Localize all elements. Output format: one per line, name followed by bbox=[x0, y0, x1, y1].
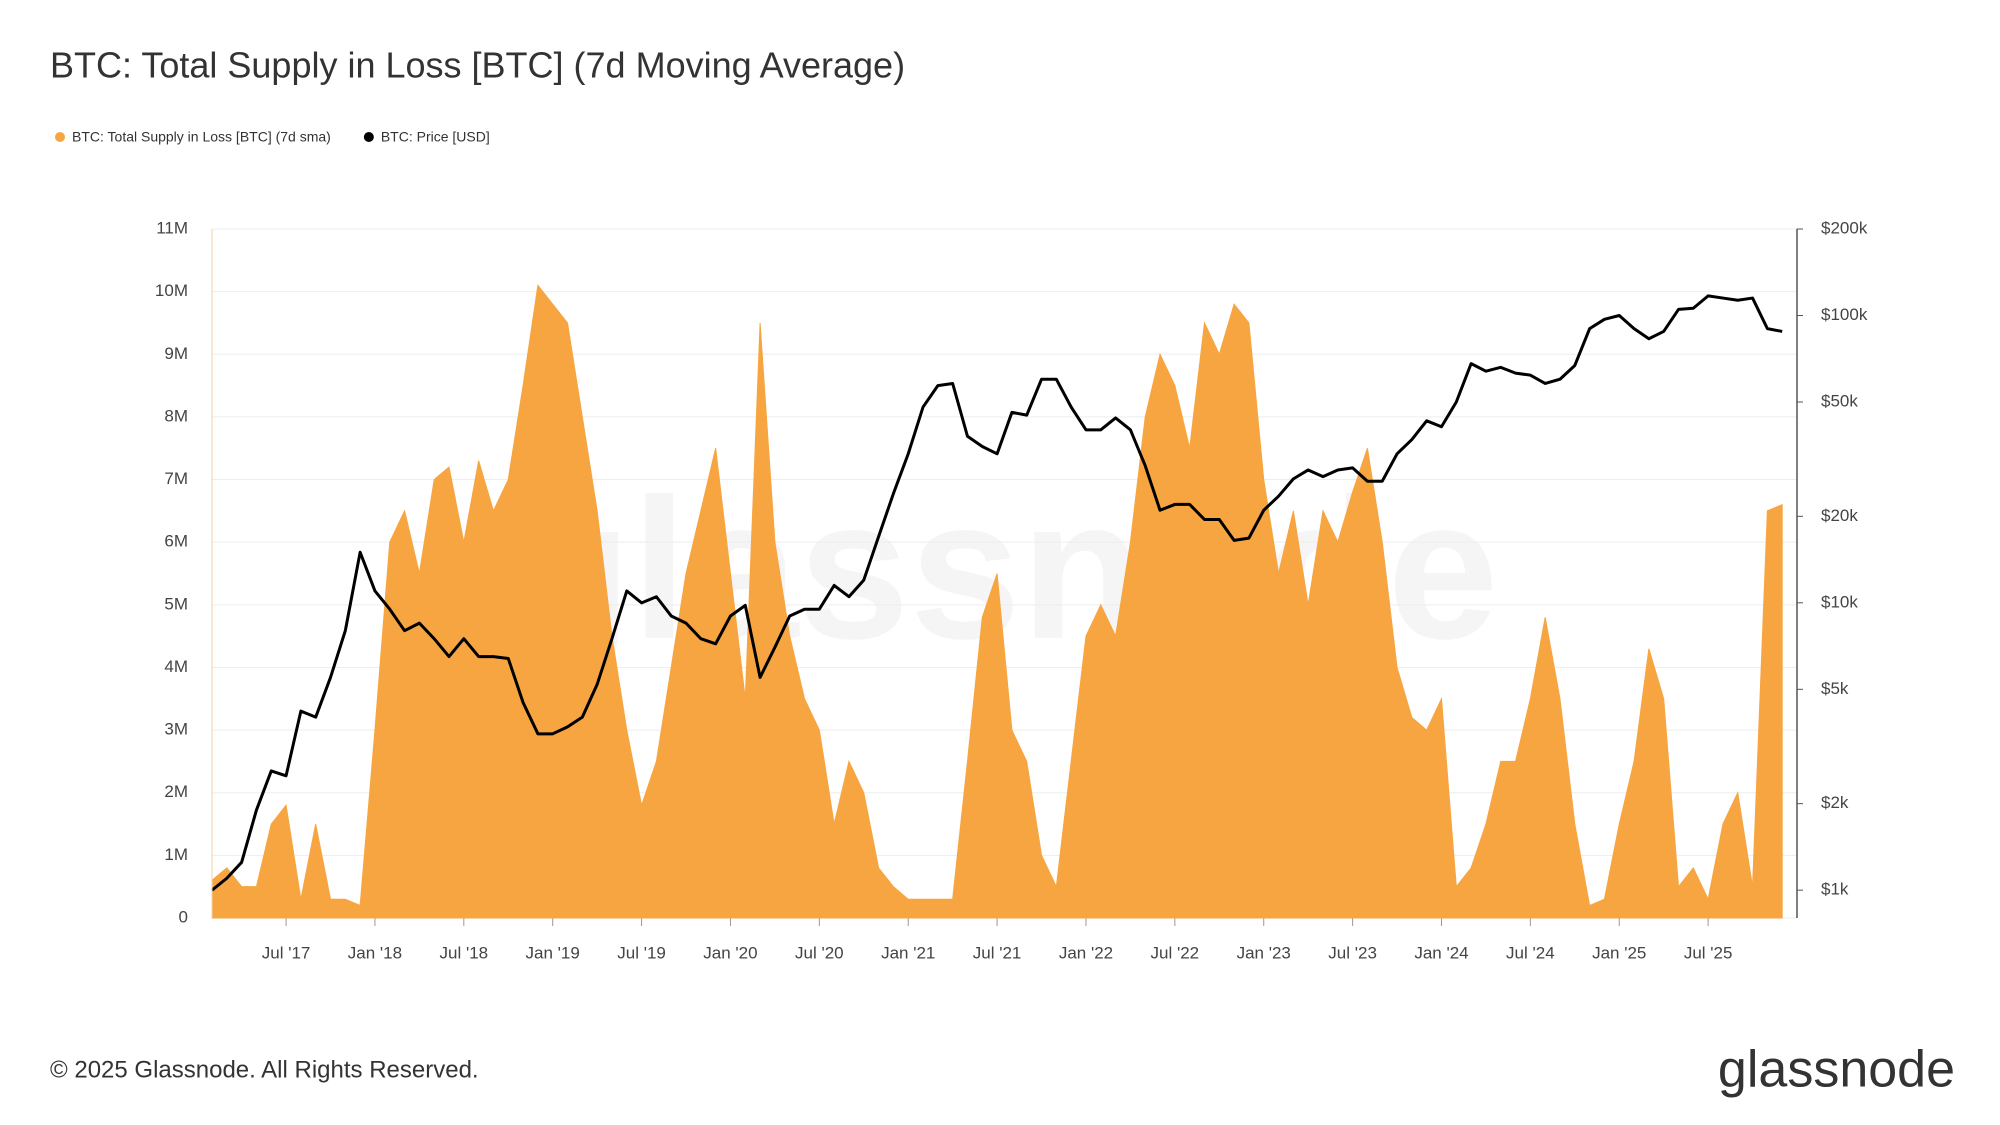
y2-tick-label: $20k bbox=[1821, 506, 1858, 525]
y-tick-label: 6M bbox=[164, 532, 188, 551]
x-tick-label: Jul '20 bbox=[795, 943, 844, 962]
y2-tick-label: $5k bbox=[1821, 679, 1849, 698]
y-tick-label: 9M bbox=[164, 344, 188, 363]
x-tick-label: Jan '21 bbox=[881, 943, 935, 962]
x-tick-label: Jan '24 bbox=[1414, 943, 1468, 962]
y2-tick-label: $200k bbox=[1821, 218, 1868, 237]
y2-tick-label: $100k bbox=[1821, 305, 1868, 324]
y-tick-label: 1M bbox=[164, 845, 188, 864]
chart-title: BTC: Total Supply in Loss [BTC] (7d Movi… bbox=[50, 45, 905, 86]
legend-marker bbox=[55, 132, 65, 142]
y-tick-label: 0 bbox=[179, 907, 188, 926]
x-tick-label: Jul '24 bbox=[1506, 943, 1555, 962]
area bbox=[211, 284, 1783, 919]
y-tick-label: 5M bbox=[164, 594, 188, 613]
y-tick-label: 10M bbox=[155, 281, 188, 300]
copyright: © 2025 Glassnode. All Rights Reserved. bbox=[50, 1056, 479, 1083]
x-tick-label: Jan '23 bbox=[1237, 943, 1291, 962]
y2-tick-label: $10k bbox=[1821, 592, 1858, 611]
logo: glassnode bbox=[1718, 1041, 1955, 1099]
legend-label: BTC: Price [USD] bbox=[381, 129, 490, 145]
x-tick-label: Jul '25 bbox=[1684, 943, 1733, 962]
x-tick-label: Jan '22 bbox=[1059, 943, 1113, 962]
y-tick-label: 8M bbox=[164, 406, 188, 425]
y-tick-label: 11M bbox=[156, 218, 188, 237]
x-tick-label: Jan '18 bbox=[348, 943, 402, 962]
x-tick-label: Jul '22 bbox=[1151, 943, 1200, 962]
y-tick-label: 4M bbox=[164, 657, 188, 676]
x-tick-label: Jul '21 bbox=[973, 943, 1022, 962]
y2-tick-label: $50k bbox=[1821, 391, 1858, 410]
y-tick-label: 2M bbox=[164, 782, 188, 801]
y-tick-label: 3M bbox=[164, 720, 188, 739]
legend-marker bbox=[363, 132, 374, 142]
x-tick-label: Jul '18 bbox=[440, 943, 489, 962]
y-tick-label: 7M bbox=[164, 469, 188, 488]
x-tick-label: Jul '17 bbox=[262, 943, 311, 962]
y2-tick-label: $1k bbox=[1821, 880, 1849, 899]
x-tick-label: Jan '19 bbox=[526, 943, 580, 962]
price-line bbox=[211, 294, 1783, 892]
legend-label: BTC: Total Supply in Loss [BTC] (7d sma) bbox=[72, 129, 331, 145]
x-tick-label: Jul '23 bbox=[1328, 943, 1377, 962]
y2-tick-label: $2k bbox=[1821, 793, 1849, 812]
x-tick-label: Jan '25 bbox=[1592, 943, 1646, 962]
x-tick-label: Jul '19 bbox=[617, 943, 666, 962]
x-tick-label: Jan '20 bbox=[703, 943, 757, 962]
